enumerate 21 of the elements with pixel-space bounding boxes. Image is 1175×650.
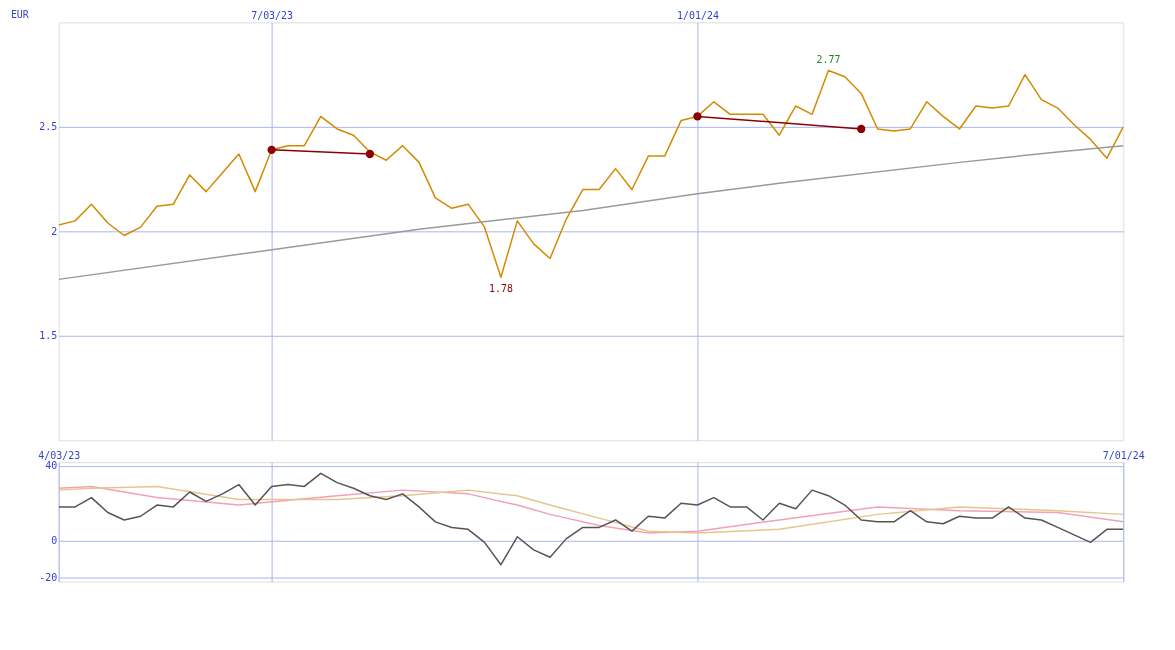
y-tick-label: 2 — [51, 225, 58, 237]
line-series — [58, 144, 1124, 281]
annotation: 2.77 — [816, 54, 841, 66]
line-series — [58, 69, 1124, 279]
x-tick-label: 4/03/23 — [38, 449, 81, 461]
x-tick-label: 1/01/24 — [676, 9, 719, 21]
point — [365, 149, 375, 159]
y-tick-label: -20 — [39, 572, 58, 584]
y-tick-label: 40 — [45, 460, 58, 472]
point — [267, 145, 276, 154]
y-tick-label: 2.5 — [39, 121, 58, 133]
x-tick-label: 7/03/23 — [251, 9, 294, 21]
y-tick-label: 0 — [51, 534, 58, 546]
x-tick-label: 7/01/24 — [1102, 449, 1145, 461]
y-axis-title: EUR — [10, 9, 29, 21]
line-series — [58, 485, 1124, 534]
point — [857, 124, 866, 134]
annotation: 1.78 — [488, 283, 513, 295]
line-series — [58, 472, 1124, 566]
y-tick-label: 1.5 — [39, 330, 58, 342]
point — [693, 112, 702, 121]
